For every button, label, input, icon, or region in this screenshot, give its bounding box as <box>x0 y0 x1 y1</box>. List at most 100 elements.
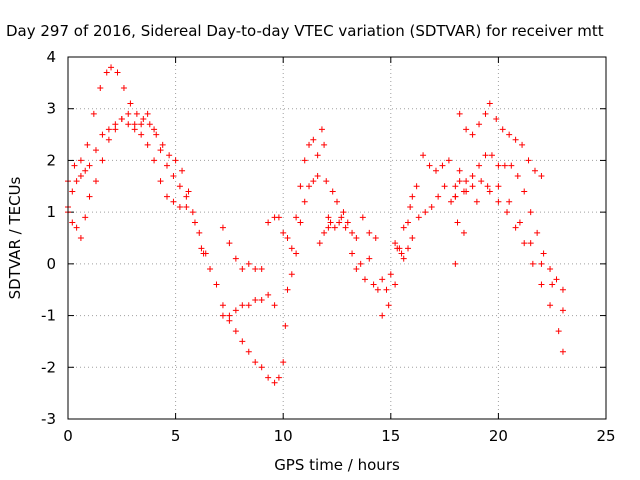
data-point <box>103 69 110 76</box>
data-point <box>325 214 332 221</box>
data-point <box>374 286 381 293</box>
data-point <box>426 162 433 169</box>
data-point <box>219 224 226 231</box>
data-point <box>456 110 463 117</box>
data-point <box>366 229 373 236</box>
data-point <box>353 235 360 241</box>
data-point <box>239 338 246 345</box>
data-point <box>538 172 545 179</box>
x-axis-label: GPS time / hours <box>274 456 400 474</box>
data-point <box>265 291 272 298</box>
data-point <box>275 214 282 221</box>
data-point <box>413 183 420 190</box>
data-point <box>499 126 506 133</box>
data-point <box>191 219 198 226</box>
data-point <box>86 193 93 200</box>
data-point <box>163 162 170 169</box>
data-point <box>252 297 259 304</box>
data-point <box>297 183 304 190</box>
data-point <box>163 193 170 200</box>
data-point <box>153 131 160 138</box>
data-point <box>120 85 127 92</box>
data-point <box>334 198 340 205</box>
data-point <box>486 188 493 195</box>
data-point <box>359 214 366 221</box>
data-point <box>170 172 177 179</box>
grid <box>68 57 606 419</box>
data-point <box>547 302 554 309</box>
data-point <box>90 110 97 117</box>
data-point <box>127 100 134 107</box>
data-point <box>508 162 515 169</box>
data-point <box>342 224 349 231</box>
data-point <box>226 240 233 247</box>
data-point <box>284 235 291 241</box>
data-point <box>549 281 556 288</box>
data-point <box>527 240 534 247</box>
data-point <box>353 266 360 273</box>
data-point <box>456 167 463 174</box>
data-point <box>476 162 483 169</box>
data-point <box>118 116 125 123</box>
data-point <box>232 328 239 335</box>
data-point <box>301 157 308 164</box>
data-point <box>482 110 489 117</box>
data-point <box>258 364 265 371</box>
data-point <box>198 245 205 252</box>
data-point <box>325 224 332 231</box>
data-point <box>213 281 220 288</box>
data-point <box>407 203 414 210</box>
data-point <box>405 219 412 226</box>
data-point <box>540 250 547 257</box>
data-point <box>108 64 115 71</box>
data-point <box>559 348 566 355</box>
data-point <box>151 126 158 133</box>
data-point <box>105 126 112 133</box>
y-tick-label: 0 <box>46 255 56 273</box>
data-point <box>316 240 323 247</box>
data-point <box>314 172 321 179</box>
data-point <box>176 203 183 210</box>
data-point <box>92 178 99 185</box>
data-point <box>245 348 252 355</box>
data-point <box>504 209 511 216</box>
data-point <box>460 229 467 236</box>
data-point <box>219 312 226 319</box>
data-point <box>555 328 562 335</box>
data-point <box>112 121 119 128</box>
data-point <box>97 85 104 92</box>
data-point <box>361 276 368 283</box>
data-point <box>245 302 252 309</box>
data-point <box>493 116 500 123</box>
data-point <box>297 219 304 226</box>
data-point <box>538 281 545 288</box>
data-point <box>387 271 394 278</box>
data-point <box>189 209 196 216</box>
data-point <box>392 240 399 247</box>
data-point <box>133 110 140 117</box>
data-point <box>336 219 343 226</box>
data-point <box>140 116 147 123</box>
data-point <box>534 229 541 236</box>
data-point <box>452 260 459 267</box>
x-tick-label: 10 <box>274 427 293 445</box>
data-point <box>495 198 502 205</box>
data-point <box>321 141 328 148</box>
data-point <box>323 178 330 185</box>
data-point <box>131 121 138 128</box>
data-point <box>125 121 132 128</box>
data-point <box>370 281 377 288</box>
data-point <box>338 214 345 221</box>
data-point <box>144 110 151 117</box>
data-point <box>131 126 138 133</box>
data-point <box>183 193 190 200</box>
data-point <box>366 255 373 262</box>
data-point <box>226 317 233 324</box>
data-point <box>166 152 173 159</box>
data-point <box>271 302 278 309</box>
data-point <box>439 162 446 169</box>
data-point <box>99 157 106 164</box>
data-point <box>547 266 554 273</box>
data-point <box>349 229 356 236</box>
x-tick-label: 0 <box>63 427 73 445</box>
